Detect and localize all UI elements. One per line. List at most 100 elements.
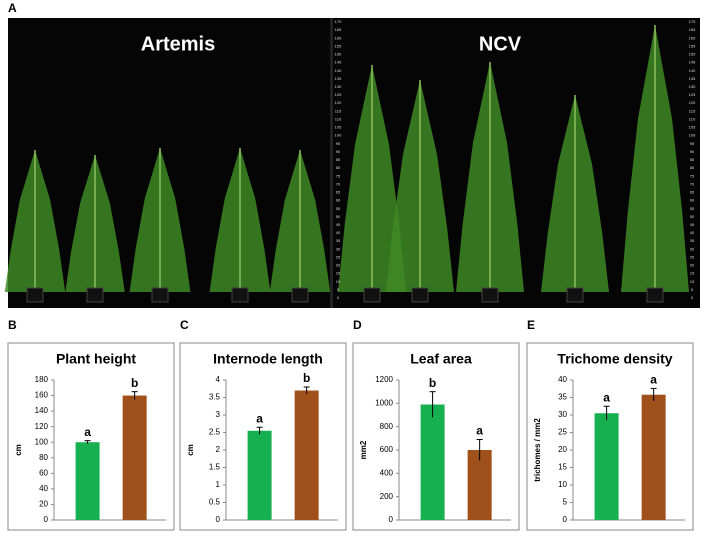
bar	[641, 394, 666, 520]
bar	[467, 450, 492, 520]
pot	[26, 287, 44, 303]
ruler-label: 20	[690, 263, 695, 268]
y-tick-label: 3	[216, 410, 221, 419]
y-axis-title: cm	[186, 444, 195, 456]
ruler-label: 100	[335, 133, 342, 138]
pot	[291, 287, 309, 303]
y-tick-label: 2.5	[209, 428, 221, 437]
y-tick-label: 5	[563, 498, 568, 507]
y-tick-label: 0	[563, 515, 568, 524]
significance-label: a	[84, 425, 91, 439]
ruler-label: 5	[691, 287, 694, 292]
y-tick-label: 400	[380, 468, 394, 477]
chart-title: Plant height	[56, 351, 136, 367]
y-tick-label: 180	[35, 375, 49, 384]
panel-label: A	[8, 1, 17, 15]
ruler-label: 70	[690, 181, 695, 186]
ruler-label: 80	[336, 165, 341, 170]
ruler-label: 60	[336, 198, 341, 203]
ruler-label: 35	[336, 238, 341, 243]
pot	[411, 287, 429, 303]
y-tick-label: 200	[380, 492, 394, 501]
y-tick-label: 15	[558, 463, 567, 472]
ruler-label: 170	[335, 19, 342, 24]
ruler-label: 165	[689, 27, 696, 32]
ruler-label: 130	[335, 84, 342, 89]
ruler-label: 105	[335, 125, 342, 130]
ruler-label: 40	[336, 230, 341, 235]
bar	[75, 442, 100, 520]
ruler-label: 55	[690, 206, 695, 211]
ruler-label: 170	[689, 19, 696, 24]
ruler-label: 160	[689, 35, 696, 40]
ruler-label: 10	[690, 279, 695, 284]
bar	[247, 430, 272, 520]
ruler-label: 5	[337, 287, 340, 292]
ruler-label: 160	[335, 35, 342, 40]
pot	[363, 287, 381, 303]
ruler-label: 0	[337, 295, 340, 300]
ruler-label: 155	[689, 43, 696, 48]
significance-label: a	[476, 424, 483, 438]
y-tick-label: 20	[558, 445, 567, 454]
ruler-label: 120	[335, 100, 342, 105]
ruler-label: 85	[690, 157, 695, 162]
ruler-label: 30	[336, 246, 341, 251]
ruler-label: 30	[690, 246, 695, 251]
ruler-label: 45	[690, 222, 695, 227]
ruler-label: 120	[689, 100, 696, 105]
ruler-label: 135	[335, 76, 342, 81]
significance-label: b	[303, 371, 310, 385]
pot	[86, 287, 104, 303]
pot	[566, 287, 584, 303]
ruler-label: 95	[690, 141, 695, 146]
bar	[420, 404, 445, 520]
pot	[646, 287, 664, 303]
y-tick-label: 1.5	[209, 463, 221, 472]
y-tick-label: 25	[558, 428, 567, 437]
pot	[231, 287, 249, 303]
ruler-label: 25	[690, 254, 695, 259]
y-tick-label: 2	[216, 445, 221, 454]
ruler-label: 165	[335, 27, 342, 32]
y-tick-label: 3.5	[209, 393, 221, 402]
ruler-label: 135	[689, 76, 696, 81]
y-tick-label: 40	[558, 375, 567, 384]
ruler-label: 130	[689, 84, 696, 89]
ruler-label: 150	[335, 52, 342, 57]
pot	[481, 287, 499, 303]
significance-label: b	[131, 376, 138, 390]
y-tick-label: 100	[35, 437, 49, 446]
y-tick-label: 1200	[375, 375, 393, 384]
ruler-label: 35	[690, 238, 695, 243]
ruler-label: 125	[335, 92, 342, 97]
pot	[151, 287, 169, 303]
ruler-label: 70	[336, 181, 341, 186]
ruler-label: 50	[336, 214, 341, 219]
y-tick-label: 30	[558, 410, 567, 419]
panel-label: D	[353, 318, 362, 332]
ruler-label: 115	[689, 108, 696, 113]
ruler-label: 125	[689, 92, 696, 97]
ruler-label: 55	[336, 206, 341, 211]
ruler-label: 90	[336, 149, 341, 154]
panel-label: B	[8, 318, 17, 332]
panel-label: C	[180, 318, 189, 332]
ruler-label: 65	[336, 190, 341, 195]
y-tick-label: 40	[39, 484, 48, 493]
y-axis-title: mm2	[359, 440, 368, 459]
y-tick-label: 140	[35, 406, 49, 415]
ruler-label: 140	[335, 68, 342, 73]
y-tick-label: 1000	[375, 398, 393, 407]
ruler-label: 145	[335, 60, 342, 65]
ruler-label: 95	[336, 141, 341, 146]
ruler-label: 80	[690, 165, 695, 170]
ruler-label: 75	[336, 173, 341, 178]
bar	[294, 390, 319, 520]
ruler-label: 150	[689, 52, 696, 57]
y-tick-label: 10	[558, 480, 567, 489]
y-tick-label: 35	[558, 393, 567, 402]
ruler-label: 25	[336, 254, 341, 259]
photo-label: Artemis	[141, 33, 215, 55]
